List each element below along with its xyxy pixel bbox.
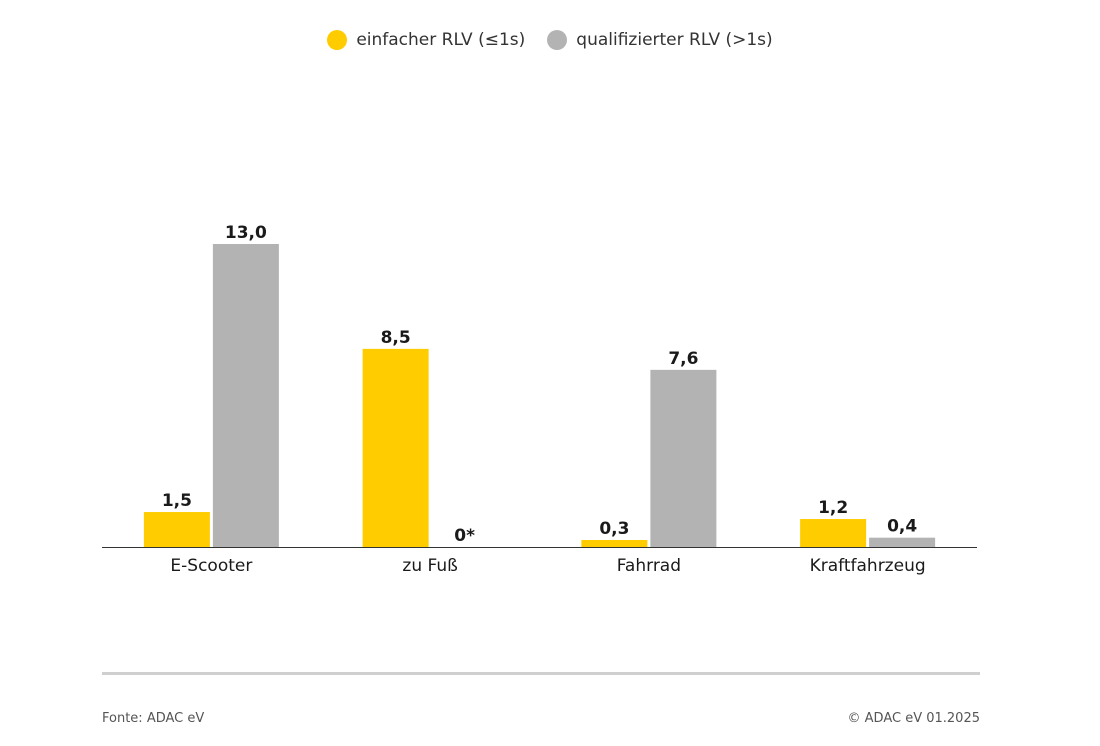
data-label-kraftfahrzeug-series-1: 1,2 xyxy=(818,498,848,518)
x-tick-label-kraftfahrzeug: Kraftfahrzeug xyxy=(810,556,926,576)
x-tick-label-e-scooter: E-Scooter xyxy=(170,556,252,576)
bar-kraftfahrzeug-series-2 xyxy=(869,537,936,547)
bar-e-scooter-series-2 xyxy=(212,244,279,547)
data-label-kraftfahrzeug-series-2: 0,4 xyxy=(887,517,917,537)
legend-label-einfacher: einfacher RLV (≤1s) xyxy=(356,30,526,50)
bar-kraftfahrzeug-series-1 xyxy=(800,519,867,547)
footer-divider xyxy=(102,672,980,675)
source-note: Fonte: ADAC eV xyxy=(102,711,205,726)
bar-fahrrad-series-1 xyxy=(581,540,648,547)
data-label-fahrrad-series-2: 7,6 xyxy=(668,349,698,369)
copyright-note: © ADAC eV 01.2025 xyxy=(847,711,980,726)
legend-swatch-qualifizierter xyxy=(547,30,568,50)
legend-swatch-einfacher xyxy=(327,30,348,50)
bar-e-scooter-series-1 xyxy=(143,512,210,547)
legend-item-einfacher: einfacher RLV (≤1s) xyxy=(327,30,525,50)
data-label-fahrrad-series-1: 0,3 xyxy=(599,519,629,539)
chart-legend: einfacher RLV (≤1s) qualifizierter RLV (… xyxy=(0,30,1100,50)
x-tick-label-fahrrad: Fahrrad xyxy=(617,556,681,576)
data-label-zu-fu-series-1: 8,5 xyxy=(381,328,411,348)
legend-item-qualifizierter: qualifizierter RLV (>1s) xyxy=(547,30,773,50)
legend-label-qualifizierter: qualifizierter RLV (>1s) xyxy=(576,30,773,50)
data-label-zu-fu-series-2: 0* xyxy=(454,526,475,546)
data-label-e-scooter-series-1: 1,5 xyxy=(162,491,192,511)
bar-zu-fu-series-1 xyxy=(362,348,429,547)
bar-fahrrad-series-2 xyxy=(650,369,717,547)
x-tick-label-zu-fu: zu Fuß xyxy=(402,556,457,576)
data-label-e-scooter-series-2: 13,0 xyxy=(225,223,267,243)
